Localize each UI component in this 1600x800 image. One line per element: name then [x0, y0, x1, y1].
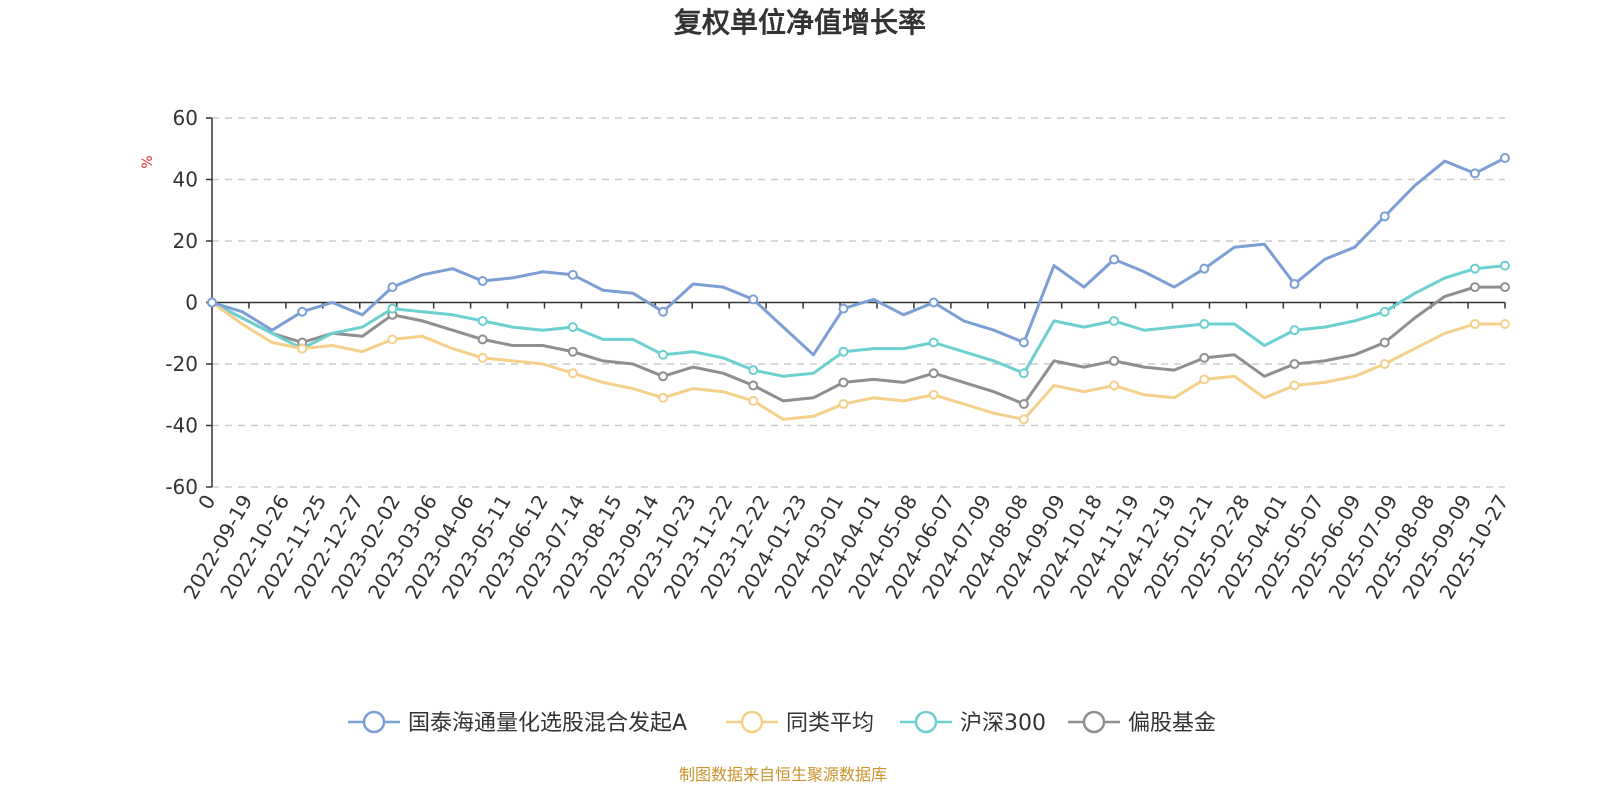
data-point	[1289, 359, 1300, 369]
data-point	[207, 297, 217, 308]
data-point	[297, 343, 308, 354]
data-point	[1199, 374, 1210, 385]
data-point	[838, 377, 849, 388]
data-point	[1469, 319, 1480, 330]
data-point	[1379, 359, 1390, 369]
data-point	[1469, 168, 1480, 179]
data-point	[1109, 380, 1120, 391]
data-point	[567, 322, 578, 333]
data-point	[928, 297, 939, 308]
data-point	[1379, 337, 1390, 348]
data-point	[1109, 315, 1120, 326]
series-line-2	[211, 264, 1506, 378]
legend: 国泰海通量化选股混合发起A 同类平均 沪深300 偏股基金	[348, 710, 1216, 736]
data-point	[1500, 282, 1510, 293]
data-point	[1018, 368, 1029, 379]
data-point	[928, 368, 939, 379]
legend-item-3[interactable]: 偏股基金	[1068, 710, 1216, 736]
data-point	[477, 275, 488, 286]
legend-item-2[interactable]: 沪深300	[900, 710, 1046, 736]
data-point	[477, 334, 488, 345]
series-line-0	[211, 156, 1506, 357]
data-point	[477, 352, 488, 363]
data-point	[1018, 337, 1029, 348]
legend-marker	[914, 710, 938, 734]
data-point	[1500, 319, 1510, 330]
data-point	[658, 306, 669, 317]
data-point	[658, 371, 669, 382]
data-point	[477, 315, 488, 326]
y-axis: -60 -40 -20 0 20 40 60	[165, 106, 213, 499]
data-point	[1018, 414, 1029, 425]
data-point	[1199, 352, 1210, 363]
data-point	[1199, 319, 1210, 330]
legend-item-1[interactable]: 同类平均	[726, 710, 874, 736]
data-point	[567, 346, 578, 357]
legend-label: 国泰海通量化选股混合发起A	[408, 711, 687, 736]
y-tick-label: -40	[165, 414, 198, 438]
data-point	[928, 337, 939, 348]
data-point	[838, 346, 849, 357]
data-source-note: 制图数据来自恒生聚源数据库	[679, 765, 887, 784]
data-point	[1469, 263, 1480, 274]
data-point	[1379, 306, 1390, 317]
data-point	[748, 380, 759, 391]
data-point	[1379, 211, 1390, 222]
data-point	[1289, 279, 1300, 290]
legend-item-0[interactable]: 国泰海通量化选股混合发起A	[348, 710, 687, 736]
data-point	[1018, 398, 1029, 409]
y-tick-label: 0	[185, 291, 198, 315]
data-point	[1469, 282, 1480, 293]
series-line-1	[211, 301, 1505, 421]
chart-title: 复权单位净值增长率	[674, 6, 926, 39]
y-tick-label: 40	[173, 168, 198, 192]
data-point	[567, 368, 578, 379]
y-tick-label: 20	[173, 229, 198, 253]
x-tick-label: 0	[193, 491, 220, 514]
series-line-3	[211, 285, 1505, 406]
data-point	[748, 395, 759, 406]
data-point	[838, 398, 849, 409]
data-point	[387, 334, 398, 345]
data-point	[1109, 254, 1120, 265]
legend-marker	[1082, 710, 1106, 734]
data-point	[1500, 152, 1510, 163]
legend-label: 偏股基金	[1128, 711, 1216, 736]
data-point	[1289, 325, 1300, 336]
data-point	[658, 392, 669, 403]
y-tick-label: -60	[165, 475, 198, 499]
legend-marker	[362, 710, 386, 734]
data-point	[387, 282, 398, 293]
data-point	[928, 389, 939, 400]
y-axis-unit: %	[140, 155, 156, 168]
data-point	[838, 303, 849, 314]
data-point	[658, 349, 669, 360]
data-point	[1199, 263, 1210, 274]
legend-label: 沪深300	[960, 711, 1046, 736]
data-point	[567, 269, 578, 280]
data-point	[748, 365, 759, 376]
legend-marker	[740, 710, 764, 734]
data-point	[387, 303, 398, 314]
data-point	[297, 306, 308, 317]
data-point	[1289, 380, 1300, 391]
data-point	[1500, 260, 1510, 271]
data-point	[1109, 355, 1120, 366]
y-tick-label: 60	[173, 106, 198, 130]
series-lines	[207, 152, 1510, 425]
legend-label: 同类平均	[786, 711, 874, 736]
y-tick-label: -20	[165, 352, 198, 376]
data-point	[748, 294, 759, 305]
